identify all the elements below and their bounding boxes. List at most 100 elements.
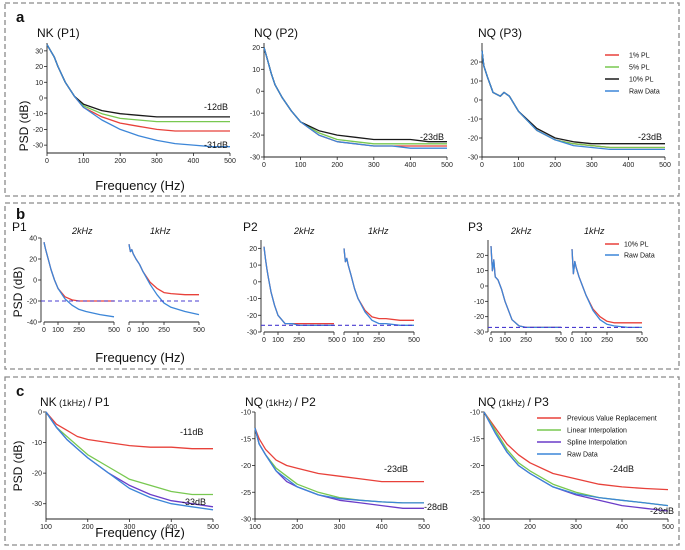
b2-ytick-label: -20	[247, 313, 257, 320]
b1-xtick-label: 100	[52, 327, 64, 334]
a1-title: NK (P1)	[37, 26, 80, 40]
a3-xtick-label: 200	[549, 162, 561, 169]
c2-ytick-label: -20	[241, 463, 251, 470]
panel-b-ylabel: PSD (dB)	[11, 267, 25, 318]
b1-xtick-label: 500	[193, 327, 205, 334]
c2-ytick-label: -15	[241, 436, 251, 443]
c3-series-linear-interpolation	[483, 411, 669, 507]
c1-ytick-label: 0	[38, 410, 42, 417]
c3-legend-label: Linear Interpolation	[567, 428, 627, 435]
b2-ytick-label: -10	[247, 296, 257, 303]
b3-xtick-label: 500	[636, 337, 648, 344]
panel-c-letter: c	[16, 383, 24, 400]
a3-legend-label: 5% PL	[629, 65, 650, 72]
a2-xtick-label: 200	[331, 162, 343, 169]
c1-xtick-label: 100	[40, 524, 52, 531]
b1-ytick-label: -20	[27, 299, 37, 306]
a1-ytick-label: 10	[35, 80, 43, 87]
a3-xtick-label: 400	[623, 162, 635, 169]
b2-xtick-label: 500	[328, 337, 340, 344]
a1-ytick-label: -30	[33, 143, 43, 150]
c3-annotation-low: -29dB	[650, 506, 674, 516]
c3-ytick-label: -30	[470, 517, 480, 524]
b3-ytick-label: -10	[474, 299, 484, 306]
c1-ytick-label: -30	[32, 501, 42, 508]
panel-a-ylabel: PSD (dB)	[17, 101, 31, 152]
panel-c-frame	[4, 376, 680, 546]
a1-ytick-label: 20	[35, 64, 43, 71]
b2-series-10-pl-1khz	[343, 248, 414, 321]
c3-legend-label: Previous Value Replacement	[567, 416, 657, 423]
c3-xtick-label: 500	[662, 524, 674, 531]
a2-xtick-label: 300	[368, 162, 380, 169]
b2-ytick-label: 10	[249, 263, 257, 270]
a3-xtick-label: 300	[586, 162, 598, 169]
b1-title: P1	[12, 220, 27, 234]
b2-title: P2	[243, 220, 258, 234]
b1-xtick-label: 250	[158, 327, 170, 334]
a2-xtick-label: 0	[262, 162, 266, 169]
b3-xtick-label: 500	[555, 337, 567, 344]
a1-ytick-label: 30	[35, 48, 43, 55]
panel-a-xlabel: Frequency (Hz)	[95, 178, 185, 193]
c2-annotation-high: -23dB	[384, 464, 408, 474]
b2-series-raw-data-1khz	[343, 248, 414, 326]
c2-xtick-label: 200	[291, 524, 303, 531]
a3-xtick-label: 500	[659, 162, 671, 169]
a1-series-10-pl	[46, 44, 230, 118]
b3-series-raw-data-2khz	[490, 246, 561, 329]
a3-ytick-label: 20	[470, 60, 478, 67]
b2-xtick-label: 500	[408, 337, 420, 344]
c3-title-tail: / P3	[528, 395, 550, 409]
a3-ytick-label: -30	[468, 155, 478, 162]
b3-xtick-label: 250	[520, 337, 532, 344]
a3-ytick-label: -20	[468, 136, 478, 143]
a1-series-1-pl	[46, 44, 230, 132]
c2-title-main: NQ	[245, 395, 263, 409]
c2-xtick-label: 500	[418, 524, 430, 531]
a2-annotation: -23dB	[420, 132, 444, 142]
c1-xtick-label: 500	[207, 524, 219, 531]
b3-series-raw-data-1khz	[571, 249, 642, 329]
a2-series-10-pl	[263, 47, 447, 143]
c2-annotation-low: -28dB	[424, 502, 448, 512]
b3-ytick-label: -30	[474, 330, 484, 337]
a2-title: NQ (P2)	[254, 26, 298, 40]
c3-series-previous-value-replacement	[483, 411, 669, 491]
a1-annotation-high: -12dB	[204, 102, 228, 112]
b3-series-10-pl-2khz	[490, 246, 561, 329]
c1-xtick-label: 200	[82, 524, 94, 531]
c2-xtick-label: 100	[249, 524, 261, 531]
b3-ytick-label: 0	[480, 284, 484, 291]
b1-ytick-label: 20	[29, 257, 37, 264]
b1-ytick-label: 0	[33, 278, 37, 285]
b1-xtick-label: 0	[127, 327, 131, 334]
c3-xtick-label: 400	[616, 524, 628, 531]
b2-series-10-pl-2khz	[263, 246, 334, 325]
b1-subtitle-1khz: 1kHz	[150, 226, 171, 236]
c1-series-linear-interpolation	[45, 411, 213, 496]
c2-title-tail: / P2	[295, 395, 317, 409]
c3-ytick-label: -15	[470, 436, 480, 443]
c1-ytick-label: -10	[32, 440, 42, 447]
a3-legend-label: Raw Data	[629, 89, 660, 96]
b2-subtitle-1khz: 1kHz	[368, 226, 389, 236]
c2-series-previous-value-replacement	[254, 427, 424, 483]
c3-xtick-label: 200	[524, 524, 536, 531]
b2-ytick-label: 0	[253, 279, 257, 286]
c1-title-tail: / P1	[88, 395, 110, 409]
a3-xtick-label: 100	[513, 162, 525, 169]
c1-title-main: NK	[40, 395, 57, 409]
a1-xtick-label: 100	[78, 158, 90, 165]
b1-xtick-label: 500	[108, 327, 120, 334]
b3-ytick-label: 20	[476, 253, 484, 260]
b3-xtick-label: 100	[580, 337, 592, 344]
a2-ytick-label: -20	[250, 133, 260, 140]
a1-xtick-label: 200	[114, 158, 126, 165]
b2-xtick-label: 100	[272, 337, 284, 344]
b3-xtick-label: 0	[570, 337, 574, 344]
a1-xtick-label: 500	[224, 158, 236, 165]
c3-xtick-label: 300	[570, 524, 582, 531]
a3-ytick-label: 0	[474, 98, 478, 105]
a3-legend-label: 10% PL	[629, 77, 654, 84]
